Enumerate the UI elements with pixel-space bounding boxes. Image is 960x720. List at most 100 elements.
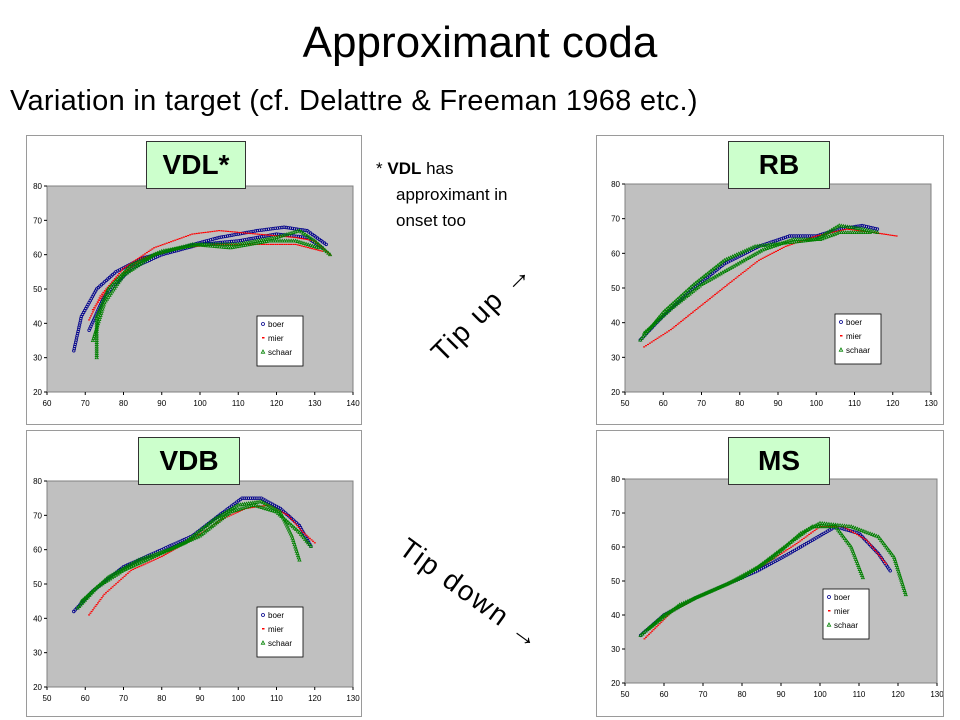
data-point-mier [269,505,272,507]
data-point-schaar [855,526,860,531]
data-point-schaar [196,242,202,247]
data-point-mier [311,248,314,250]
data-point-mier [312,540,315,542]
data-point-schaar [264,502,270,507]
data-point-schaar [289,522,294,527]
data-point-schaar [94,353,99,357]
x-tick-label: 70 [119,694,128,703]
data-point-mier [113,278,116,280]
data-point-schaar [875,230,880,235]
data-point-schaar [790,239,795,244]
data-point-mier [249,507,252,509]
data-point-schaar [226,245,231,250]
data-point-mier [676,323,679,325]
data-point-boer [223,234,228,239]
data-point-mier [144,563,147,565]
data-point-schaar [214,244,220,249]
data-point-mier [265,243,268,245]
data-point-mier [182,236,185,238]
data-point-schaar [213,241,218,246]
data-point-mier [204,231,207,233]
x-tick-label: 120 [891,690,905,699]
data-point-schaar [282,238,287,243]
data-point-mier [729,281,732,283]
data-point-mier [315,249,318,251]
y-tick-label: 30 [611,645,620,654]
data-point-mier [251,233,254,235]
data-point-schaar [293,238,298,243]
data-point-mier [161,244,164,246]
data-point-mier [283,512,286,514]
data-point-schaar [885,546,890,551]
data-point-boer [284,225,288,230]
data-point-mier [308,537,311,539]
data-point-mier [661,620,664,622]
data-point-mier [671,327,674,329]
data-point-mier [272,234,275,237]
x-tick-label: 70 [697,399,706,408]
data-point-schaar [878,537,884,542]
data-point-mier [747,268,750,270]
data-point-mier [218,230,221,232]
data-point-schaar [307,542,312,547]
data-point-schaar [205,243,211,248]
data-point-schaar [299,240,305,245]
data-point-mier [865,539,868,541]
data-point-schaar [222,241,227,246]
data-point-mier [779,553,782,555]
data-point-schaar [903,592,908,597]
data-point-mier [146,562,149,564]
data-point-schaar [203,243,209,248]
data-point-schaar [299,229,304,234]
data-point-mier [115,583,118,585]
data-point-schaar [292,525,297,530]
data-point-schaar [295,239,300,244]
data-point-schaar [266,503,272,508]
data-point-boer [888,569,892,573]
data-point-schaar [842,523,847,528]
data-point-mier [799,540,802,542]
data-point-schaar [763,242,769,247]
data-point-schaar [91,333,97,338]
data-point-mier [278,243,281,245]
data-point-schaar [220,241,225,246]
data-point-schaar [297,228,302,233]
data-point-schaar [104,296,110,301]
data-point-mier [138,256,141,259]
data-point-schaar [876,534,881,539]
legend-marker-schaar [826,622,832,627]
data-point-mier [105,592,107,594]
y-tick-label: 40 [611,319,620,328]
data-point-schaar [774,241,780,246]
data-point-mier [854,532,857,534]
data-point-schaar [208,243,213,248]
data-point-schaar [853,525,858,530]
data-point-mier [263,243,266,245]
legend-label-schaar: schaar [834,621,858,630]
data-point-schaar [305,242,311,247]
data-point-mier [680,320,683,323]
data-point-mier [120,578,123,580]
data-point-mier [651,630,654,632]
data-point-mier [238,510,241,512]
data-point-schaar [97,314,103,319]
data-point-mier [681,319,684,321]
data-point-mier [156,557,159,559]
data-point-schaar [275,238,280,243]
data-point-schaar [262,501,268,506]
data-point-schaar [835,522,841,527]
data-point-schaar [111,287,116,292]
data-point-mier [786,549,789,551]
y-tick-label: 40 [33,614,42,623]
y-tick-label: 50 [33,580,42,589]
data-point-mier [249,232,252,235]
data-point-mier [112,280,115,282]
data-point-schaar [861,528,866,533]
data-point-mier [227,230,230,232]
data-point-mier [178,238,181,240]
data-point-mier [231,231,234,233]
data-point-schaar [859,528,864,533]
x-tick-label: 130 [346,694,360,703]
note-line2: approximant in [396,185,508,204]
data-point-schaar [282,516,287,521]
